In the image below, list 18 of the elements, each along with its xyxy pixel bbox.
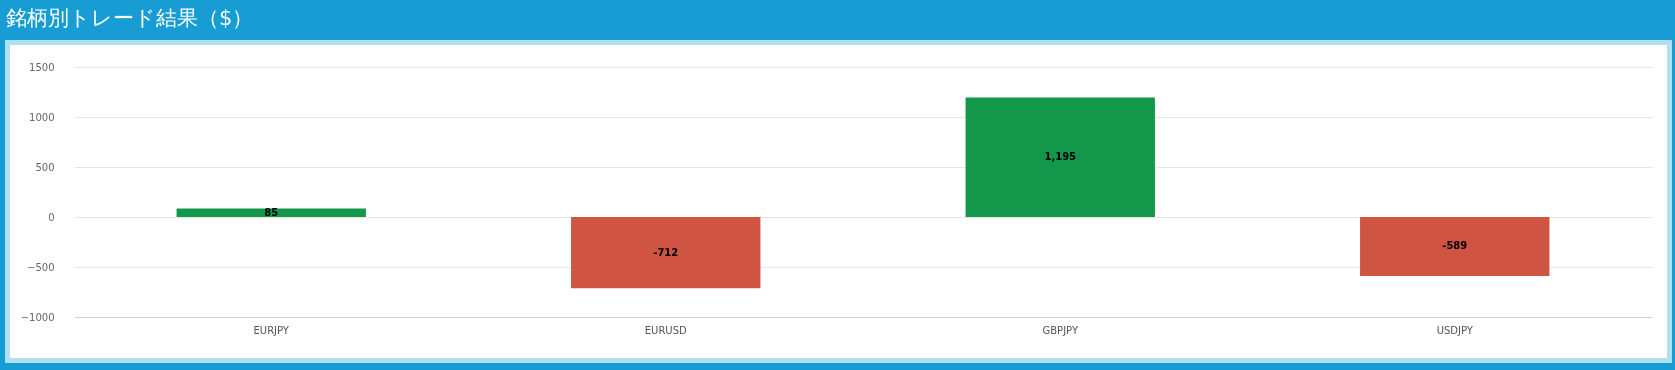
y-tick-label: 0 — [48, 211, 55, 223]
data-label: 85 — [264, 206, 279, 218]
bar — [571, 217, 761, 289]
y-tick-label: 1500 — [29, 61, 55, 73]
chart-title: 銘柄別トレード結果（$） — [5, 5, 255, 32]
x-tick-label: EURJPY — [253, 324, 290, 336]
y-tick-label: 1000 — [29, 111, 55, 123]
x-tick-label: USDJPY — [1436, 324, 1474, 336]
y-tick-label: −500 — [27, 261, 55, 273]
x-tick-label: GBPJPY — [1042, 324, 1079, 336]
y-tick-label: −1000 — [20, 311, 55, 323]
x-tick-label: EURUSD — [644, 324, 688, 336]
data-label: 1,195 — [1044, 151, 1077, 163]
y-tick-label: 500 — [35, 161, 55, 173]
bar — [1360, 217, 1550, 276]
bar — [965, 97, 1155, 217]
data-label: -589 — [1442, 240, 1468, 252]
data-label: -712 — [653, 246, 679, 258]
